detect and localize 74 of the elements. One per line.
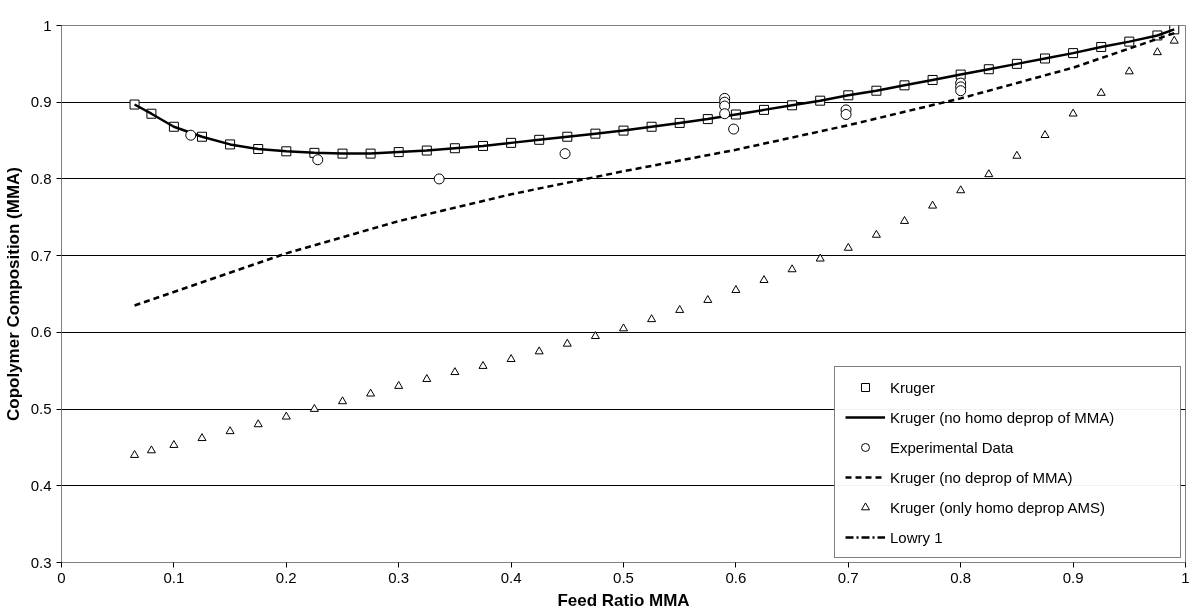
point [1096,87,1106,96]
point [422,374,432,382]
point [675,304,685,313]
x-tick-label: 0.8 [950,568,972,586]
point [1152,47,1162,56]
legend-label: Experimental Data [890,438,1015,456]
legend-label: Kruger (no deprop of MMA) [890,468,1074,486]
point [956,185,966,194]
y-tick-label: 0.9 [30,93,52,111]
y-tick-label: 0.7 [30,246,52,264]
x-tick-label: 0.6 [725,568,747,586]
x-tick-label: 0.9 [1062,568,1084,586]
point [309,403,319,412]
point [840,109,852,120]
y-tick-label: 0.6 [30,323,52,341]
x-tick-label: 0.7 [837,568,859,586]
y-tick-label: 0.3 [30,553,52,571]
point [562,338,572,347]
legend-label: Kruger (no homo deprop of MMA) [890,408,1116,426]
y-tick-label: 0.5 [30,400,52,418]
legend-label: Lowry 1 [890,528,944,546]
x-tick-label: 0.1 [163,568,185,586]
point [130,449,140,458]
point [703,295,713,303]
point [534,346,544,355]
x-tick-label: 0.4 [500,568,522,586]
point [559,148,571,160]
point [1124,66,1134,75]
point [366,388,376,397]
point [955,85,967,97]
point [984,169,994,178]
point [506,354,516,363]
point [619,323,628,332]
point [185,129,197,141]
point [478,360,488,369]
point [281,411,291,420]
point [590,331,600,339]
x-tick-label: 0.3 [388,568,410,586]
y-tick-label: 0.4 [30,476,52,494]
x-tick-label: 1 [1181,568,1190,586]
point [900,216,909,224]
point [146,445,156,454]
point [871,229,881,238]
point [1068,108,1078,117]
point [253,419,263,428]
x-tick-label: 0.2 [275,568,297,586]
y-tick-label: 1 [43,16,52,34]
point [1169,35,1179,44]
y-axis-title: Copolymer Composition (MMA) [3,166,23,422]
point [169,440,179,448]
point [719,108,731,120]
point [843,242,853,251]
point [433,173,445,185]
point [394,380,404,389]
legend-label: Kruger (only homo deprop AMS) [890,498,1107,516]
point [728,123,740,135]
point [928,200,938,209]
point [1040,130,1050,139]
point [450,367,460,376]
point [815,253,825,262]
y-tick-label: 0.8 [30,169,52,187]
point [1012,150,1022,159]
point [312,154,324,166]
point [759,275,769,283]
point [338,396,347,405]
point [197,433,207,442]
x-tick-label: 0.5 [613,568,634,586]
point [787,264,797,273]
point [225,426,235,435]
x-tick-label: 0 [57,568,66,586]
legend-label: Kruger [890,378,937,396]
point [731,285,741,293]
point [647,314,657,323]
x-axis-title: Feed Ratio MMA [557,590,690,610]
